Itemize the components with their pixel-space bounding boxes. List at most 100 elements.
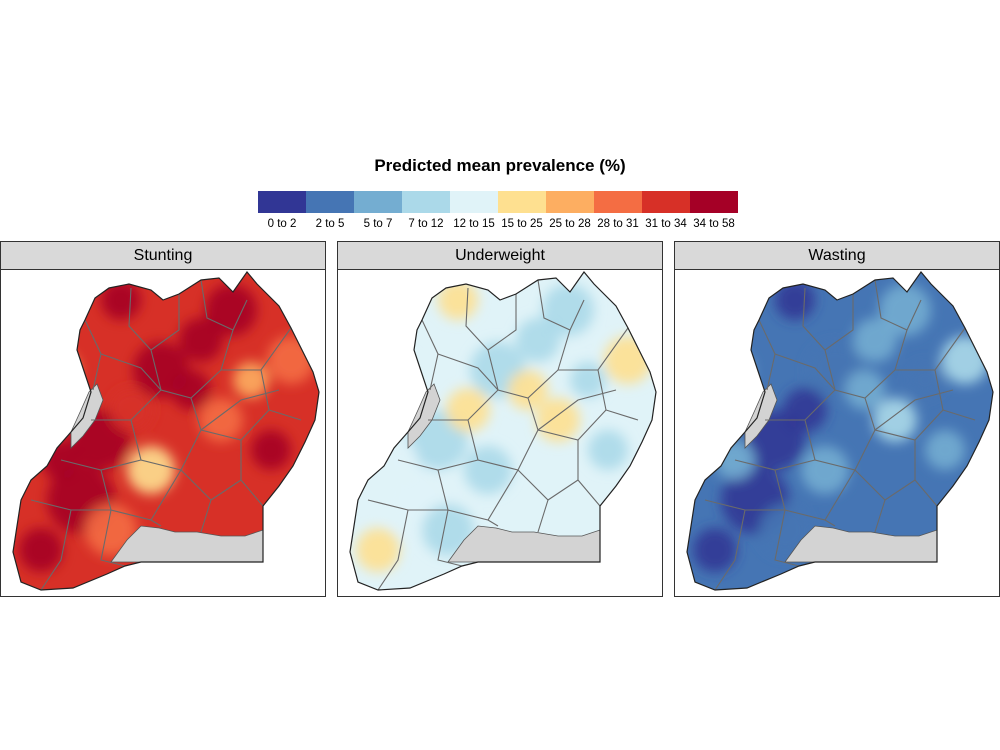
prevalence-patch bbox=[380, 352, 416, 388]
prevalence-patch bbox=[516, 318, 560, 362]
prevalence-patch bbox=[171, 370, 211, 410]
district-boundary bbox=[437, 509, 463, 567]
legend-labels: 0 to 2 2 to 5 5 to 7 7 to 12 12 to 15 15 to 2… bbox=[258, 218, 738, 230]
panel-title: Stunting bbox=[1, 242, 325, 270]
district-boundary bbox=[874, 279, 922, 331]
prevalence-patch bbox=[199, 398, 243, 442]
prevalence-patch bbox=[801, 446, 849, 494]
prevalence-patch bbox=[907, 362, 943, 398]
legend-label: 2 to 5 bbox=[315, 218, 345, 230]
prevalence-patch bbox=[873, 398, 917, 442]
prevalence-patch bbox=[356, 528, 400, 572]
panel-title: Wasting bbox=[675, 242, 999, 270]
map-svg bbox=[686, 271, 994, 591]
country-outline bbox=[686, 271, 994, 591]
prevalence-patch bbox=[267, 336, 315, 384]
legend-label: 25 to 28 bbox=[549, 218, 591, 230]
panel-title: Underweight bbox=[338, 242, 662, 270]
legend-label: 28 to 31 bbox=[597, 218, 639, 230]
uganda-map-underweight bbox=[338, 270, 662, 596]
district-boundary bbox=[864, 397, 944, 441]
prevalence-patch bbox=[853, 318, 897, 362]
legend-label: 12 to 15 bbox=[453, 218, 495, 230]
lake bbox=[407, 383, 441, 449]
district-boundary bbox=[874, 499, 886, 533]
map-svg bbox=[349, 271, 657, 591]
prevalence-patch bbox=[941, 336, 989, 384]
legend-swatch bbox=[546, 191, 594, 213]
map-panel-wasting: Wasting bbox=[674, 241, 1000, 597]
district-boundary bbox=[824, 519, 836, 527]
prevalence-patch bbox=[925, 430, 965, 470]
district-boundary bbox=[487, 519, 499, 527]
legend-label: 5 to 7 bbox=[363, 218, 393, 230]
prevalence-patch bbox=[43, 352, 79, 388]
legend-label: 34 to 58 bbox=[693, 218, 735, 230]
legend-swatch bbox=[642, 191, 690, 213]
legend-label: 15 to 25 bbox=[501, 218, 543, 230]
district-boundary bbox=[774, 469, 856, 521]
map-panel-stunting: Stunting bbox=[0, 241, 326, 597]
district-boundary bbox=[437, 469, 519, 521]
legend-swatch bbox=[402, 191, 450, 213]
legend-label: 7 to 12 bbox=[408, 218, 444, 230]
district-boundary bbox=[377, 509, 409, 591]
prevalence-patch bbox=[588, 430, 628, 470]
district-boundary bbox=[200, 279, 248, 331]
prevalence-patch bbox=[508, 370, 548, 410]
prevalence-patch bbox=[759, 504, 811, 556]
district-boundary bbox=[130, 419, 202, 471]
district-boundary bbox=[774, 353, 836, 391]
legend-swatch bbox=[450, 191, 498, 213]
district-boundary bbox=[467, 419, 539, 471]
prevalence-patch bbox=[233, 362, 269, 398]
district-boundary bbox=[100, 469, 182, 521]
prevalence-patch bbox=[19, 528, 63, 572]
district-boundary bbox=[874, 389, 954, 431]
district-boundary bbox=[437, 353, 499, 391]
district-boundary bbox=[200, 389, 280, 431]
legend-swatch bbox=[354, 191, 402, 213]
prevalence-patch bbox=[783, 388, 827, 432]
legend-swatch bbox=[258, 191, 306, 213]
district-boundary bbox=[100, 353, 162, 391]
prevalence-patch bbox=[464, 446, 512, 494]
uganda-map-wasting bbox=[675, 270, 999, 596]
legend-label: 0 to 2 bbox=[267, 218, 297, 230]
district-boundary bbox=[200, 499, 212, 533]
district-boundary bbox=[714, 509, 746, 591]
district-boundary bbox=[527, 397, 607, 441]
district-boundary bbox=[537, 389, 617, 431]
prevalence-patch bbox=[251, 430, 291, 470]
prevalence-patch bbox=[109, 388, 153, 432]
prevalence-patch bbox=[536, 398, 580, 442]
legend-colorbar bbox=[258, 191, 738, 213]
legend-swatch bbox=[498, 191, 546, 213]
prevalence-patch bbox=[127, 446, 175, 494]
country-outline bbox=[12, 271, 320, 591]
legend-swatch bbox=[594, 191, 642, 213]
prevalence-patch bbox=[570, 362, 606, 398]
legend-swatch bbox=[306, 191, 354, 213]
lake bbox=[744, 383, 778, 449]
prevalence-patch bbox=[85, 504, 137, 556]
prevalence-patch bbox=[179, 318, 223, 362]
legend-title: Predicted mean prevalence (%) bbox=[374, 156, 626, 175]
district-boundary bbox=[100, 509, 126, 567]
district-boundary bbox=[537, 499, 549, 533]
legend-label: 31 to 34 bbox=[645, 218, 687, 230]
district-boundary bbox=[150, 519, 162, 527]
prevalence-patch bbox=[446, 388, 490, 432]
map-panel-underweight: Underweight bbox=[337, 241, 663, 597]
map-svg bbox=[12, 271, 320, 591]
district-boundary bbox=[537, 279, 585, 331]
prevalence-patch bbox=[693, 528, 737, 572]
prevalence-patch bbox=[845, 370, 885, 410]
district-boundary bbox=[190, 397, 270, 441]
country-outline bbox=[349, 271, 657, 591]
prevalence-patch bbox=[422, 504, 474, 556]
prevalence-patch bbox=[604, 336, 652, 384]
lake bbox=[70, 383, 104, 449]
uganda-map-stunting bbox=[1, 270, 325, 596]
legend-swatch bbox=[690, 191, 738, 213]
